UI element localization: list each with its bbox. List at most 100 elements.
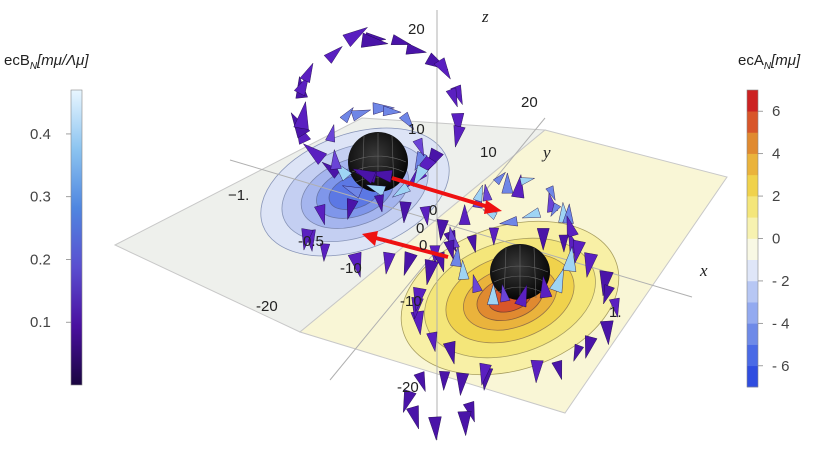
field-arrow [314, 204, 326, 226]
field-arrow [545, 185, 556, 202]
colorbar-right-band [747, 132, 758, 154]
y-axis-label: y [541, 143, 551, 162]
colorbar-right-band [747, 153, 758, 176]
field-arrow [436, 219, 449, 242]
colorbar-left-title-sub: N [29, 61, 38, 72]
field-arrow [346, 198, 359, 221]
colorbar-right-band [747, 217, 758, 239]
field-arrow [453, 125, 466, 148]
colorbar-right-band [747, 365, 758, 388]
field-arrow [549, 267, 564, 294]
field-arrow [584, 252, 598, 279]
colorbar-right-tick-label: - 2 [772, 273, 790, 290]
field-arrow [521, 207, 542, 219]
field-arrow [519, 177, 536, 186]
field-arrow [514, 284, 528, 308]
field-arrow [325, 123, 335, 143]
x-tick: 1. [609, 304, 622, 321]
field-arrow [566, 215, 579, 238]
field-arrow [413, 371, 426, 393]
field-arrow [342, 26, 369, 48]
axis-labels: z y x 20 10 0 -10 -20 20 10 0 -10 -20 −1… [228, 7, 708, 396]
field-arrow [319, 243, 331, 263]
blob-left [348, 132, 408, 192]
colorbar-left-title-units: [mμ/Λμ] [37, 52, 89, 69]
colorbar-right-band [747, 344, 758, 367]
colorbar-right-band [747, 90, 758, 112]
colorbar-left-gradient [70, 89, 83, 386]
field-arrow [323, 45, 343, 64]
field-arrow [403, 251, 418, 277]
colorbar-right-bands [746, 89, 759, 388]
red-arrow-upper-head [484, 200, 502, 214]
z-tick: 20 [408, 21, 425, 38]
field-arrow [458, 259, 470, 280]
red-arrow-lower [371, 235, 449, 259]
field-arrow [382, 105, 402, 117]
field-arrow [374, 194, 384, 213]
colorbar-right-band [747, 259, 758, 282]
red-arrow-upper [391, 176, 493, 210]
field-arrow [599, 270, 614, 297]
field-arrow [413, 286, 427, 313]
colorbar-right-tick-label: - 6 [772, 358, 790, 375]
colorbar-right-band [747, 302, 758, 324]
field-arrow [558, 234, 569, 253]
field-arrow [562, 245, 577, 272]
y-tick: 10 [480, 144, 497, 161]
red-arrow-lower-head [362, 231, 378, 246]
field-arrow [439, 371, 451, 392]
z-tick: -10 [400, 293, 422, 310]
field-arrow [398, 111, 415, 131]
x-axis-label: x [699, 261, 708, 280]
y-tick: 20 [521, 94, 538, 111]
field-arrow [403, 389, 417, 414]
colorbar-right-band [747, 238, 758, 261]
field-arrow [450, 245, 462, 267]
field-arrow [365, 184, 387, 197]
z-axis-label: z [481, 7, 489, 26]
colorbar-right-title: ecAN[mμ] [738, 52, 800, 72]
field-arrow [573, 239, 586, 264]
y-tick: 0 [419, 237, 427, 254]
colorbar-right: 6 4 2 0 - 2 - 4 - 6 [746, 89, 790, 388]
z-tick: 0 [429, 202, 437, 219]
field-arrow [412, 137, 425, 157]
colorbar-left-title: ecBN[mμ/Λμ] [4, 52, 89, 72]
field-arrow [573, 343, 585, 363]
colorbar-right-band [747, 196, 758, 218]
field-arrow [456, 372, 470, 397]
field-arrow [406, 405, 419, 430]
field-arrow [536, 228, 550, 251]
colorbar-left-ticks: 0.4 0.3 0.2 0.1 [30, 126, 71, 331]
field-arrow [603, 284, 615, 305]
field-arrow [426, 331, 438, 353]
blob-mesh [491, 245, 549, 300]
field-arrow [299, 62, 314, 84]
field-arrow [341, 185, 363, 199]
colorbar-right-tick-label: 4 [772, 146, 780, 163]
field-arrow [466, 234, 477, 254]
blob-right [490, 244, 550, 300]
field-arrow [424, 259, 439, 286]
colorbar-right-band [747, 323, 758, 345]
field-arrow [302, 143, 328, 165]
colorbar-right-ticks: 6 4 2 0 - 2 - 4 - 6 [758, 103, 790, 375]
field-arrow [383, 251, 396, 275]
z-tick: -20 [397, 379, 419, 396]
z-tick: 10 [408, 121, 425, 138]
colorbar-right-tick-label: - 4 [772, 315, 790, 332]
field-arrow [479, 362, 492, 386]
colorbar-left-tick-label: 0.2 [30, 251, 51, 268]
blob-mesh [349, 133, 407, 191]
field-arrow [451, 113, 465, 137]
colorbar-right-tick-label: 2 [772, 188, 780, 205]
field-arrow [539, 275, 553, 299]
colorbar-right-band [747, 111, 758, 133]
field-arrow [443, 239, 455, 261]
colorbar-right-title-prefix: ecA [738, 52, 764, 69]
field-arrow [457, 411, 472, 437]
y-tick: -10 [340, 260, 362, 277]
vector-field-arrows [290, 26, 620, 441]
